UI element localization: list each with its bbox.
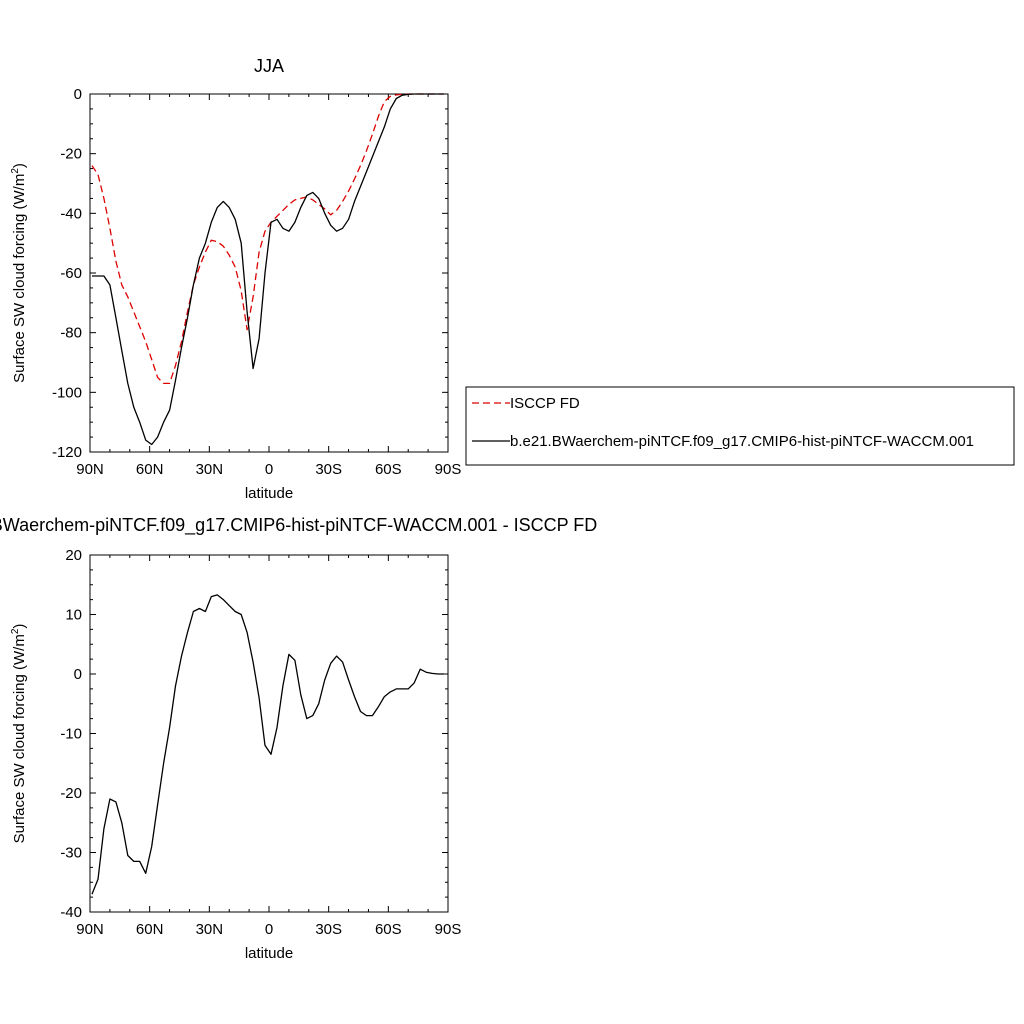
x-tick-label: 60N: [136, 461, 164, 478]
y-tick-label: -60: [60, 265, 82, 282]
y-tick-label: 0: [74, 666, 82, 683]
legend-box: [465, 386, 1015, 466]
y-tick-label: 20: [65, 547, 82, 564]
x-tick-label: 0: [265, 461, 273, 478]
y-tick-label: -10: [60, 726, 82, 743]
x-tick-label: 30N: [196, 921, 224, 938]
y-axis-label-superscript: 2: [10, 168, 21, 174]
y-tick-label: -80: [60, 325, 82, 342]
legend-label-1: ISCCP FD: [510, 395, 580, 412]
x-tick-label: 60S: [375, 461, 402, 478]
y-axis-label-main: Surface SW cloud forcing (W/m: [11, 634, 28, 843]
y-tick-label: -20: [60, 146, 82, 163]
y-axis-label-close: ): [11, 624, 28, 629]
x-tick-label: 30N: [196, 461, 224, 478]
x-tick-label: 60N: [136, 921, 164, 938]
x-axis-label: latitude: [245, 485, 293, 502]
chart-title: JJA: [254, 56, 284, 76]
x-tick-label: 30S: [315, 921, 342, 938]
series-line-2: [92, 93, 444, 446]
y-tick-label: -30: [60, 845, 82, 862]
x-tick-label: 90N: [76, 921, 104, 938]
legend: ISCCP FD b.e21.BWaerchem-piNTCF.f09_g17.C…: [465, 386, 1015, 466]
y-axis-label-close: ): [11, 163, 28, 168]
y-tick-label: 10: [65, 607, 82, 624]
y-tick-label: -120: [52, 444, 82, 461]
x-axis-label: latitude: [245, 945, 293, 962]
y-axis-label-superscript: 2: [10, 628, 21, 634]
y-tick-label: -100: [52, 384, 82, 401]
series-line-1: [91, 594, 444, 895]
chart-title: b.e21.BWaerchem-piNTCF.f09_g17.CMIP6-his…: [0, 515, 597, 536]
x-tick-label: 90S: [435, 921, 462, 938]
x-tick-label: 90S: [435, 461, 462, 478]
y-tick-label: -20: [60, 785, 82, 802]
chart-1: JJA 90N 60N 30N 0 30S 60S 90S 0 -20 -40 -60 -80 -100 -…: [10, 56, 1015, 502]
x-tick-label: 90N: [76, 461, 104, 478]
y-axis-label-main: Surface SW cloud forcing (W/m: [11, 174, 28, 383]
y-tick-label: -40: [60, 904, 82, 921]
chart-2: b.e21.BWaerchem-piNTCF.f09_g17.CMIP6-his…: [0, 515, 597, 962]
series-line-1: [91, 93, 444, 385]
plot-frame: [89, 554, 449, 913]
x-tick-label: 30S: [315, 461, 342, 478]
y-tick-label: -40: [60, 205, 82, 222]
x-tick-label: 60S: [375, 921, 402, 938]
y-axis-label: Surface SW cloud forcing (W/m2): [10, 163, 28, 383]
y-axis-label: Surface SW cloud forcing (W/m2): [10, 624, 28, 844]
legend-label-2: b.e21.BWaerchem-piNTCF.f09_g17.CMIP6-his…: [510, 433, 974, 450]
x-tick-label: 0: [265, 921, 273, 938]
y-tick-label: 0: [74, 86, 82, 103]
plot-frame: [89, 93, 449, 453]
